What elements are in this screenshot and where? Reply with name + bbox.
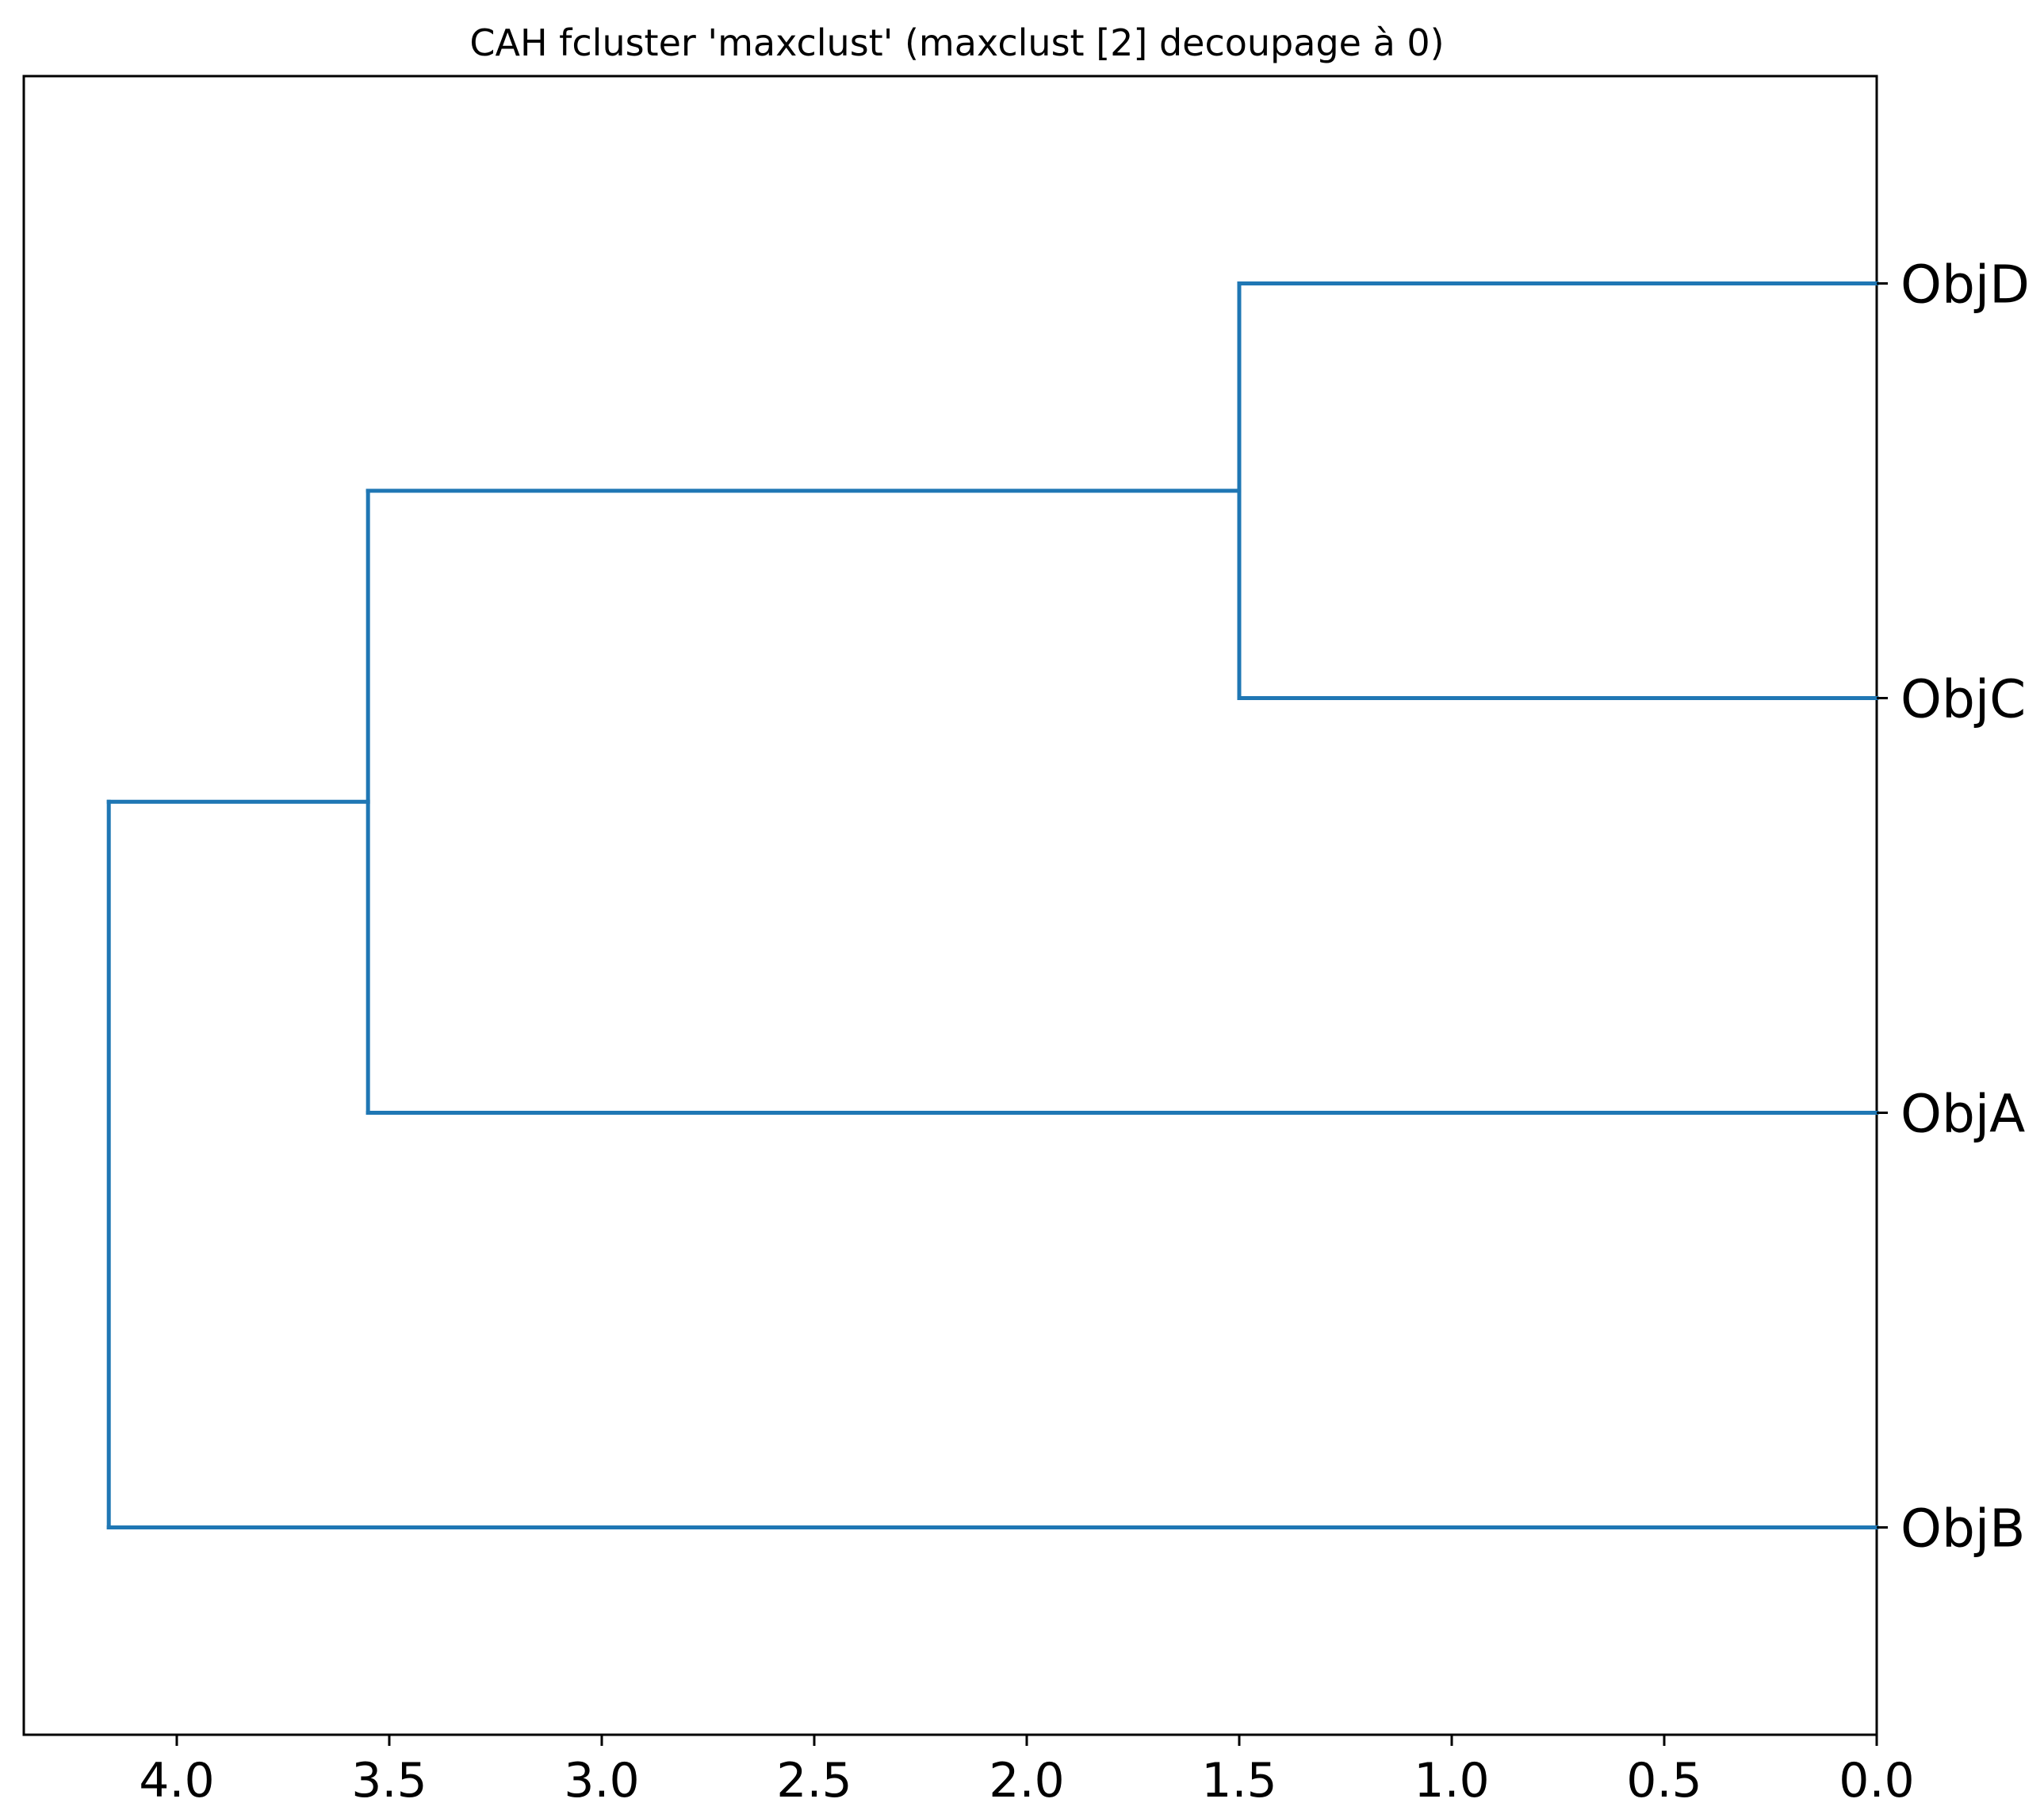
x-tick-label: 1.0 (1414, 1753, 1489, 1808)
x-tick-label: 2.5 (776, 1753, 852, 1808)
x-tick-label: 0.0 (1839, 1753, 1914, 1808)
leaf-label: ObjA (1900, 1084, 2025, 1145)
x-tick-label: 4.0 (139, 1753, 214, 1808)
x-tick-label: 0.5 (1626, 1753, 1701, 1808)
x-tick-label: 3.5 (351, 1753, 427, 1808)
x-tick-label: 2.0 (989, 1753, 1064, 1808)
leaf-label: ObjB (1900, 1498, 2025, 1560)
chart-title: CAH fcluster 'maxclust' (maxclust [2] de… (469, 21, 1444, 64)
plot-frame (22, 75, 1878, 1736)
leaf-label: ObjC (1900, 669, 2026, 730)
x-tick-label: 1.5 (1201, 1753, 1277, 1808)
x-axis-ticks: 4.0 3.5 3.0 2.5 2.0 1.5 1.0 0.5 0.0 (139, 1735, 1915, 1808)
leaf-labels: ObjD ObjC ObjA ObjB (1877, 255, 2030, 1560)
dendrogram-links (106, 281, 1879, 1529)
x-tick-label: 3.0 (564, 1753, 639, 1808)
leaf-label: ObjD (1900, 255, 2030, 316)
